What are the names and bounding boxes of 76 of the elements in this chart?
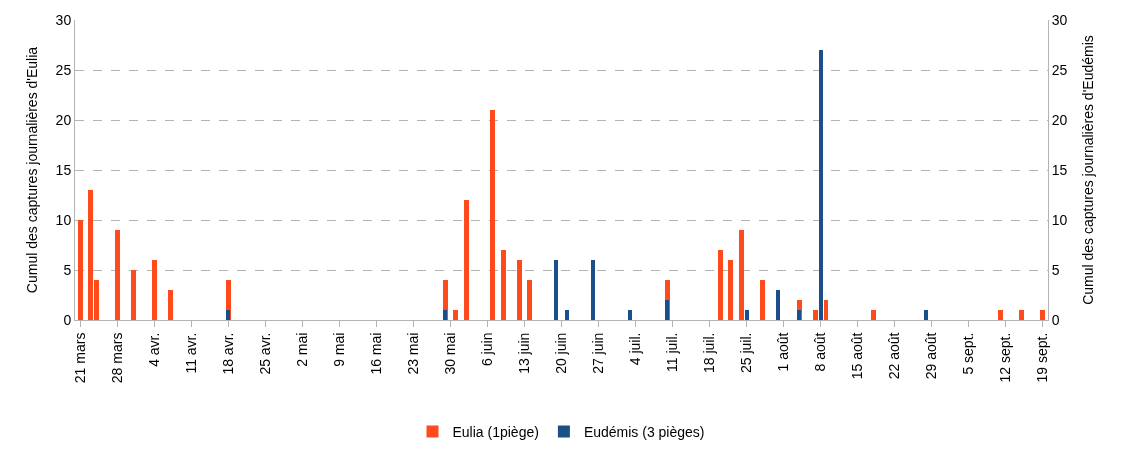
bar bbox=[168, 290, 173, 320]
y2-tick-label: 25 bbox=[1051, 61, 1068, 78]
x-tick-label: 5 sept. bbox=[960, 332, 977, 375]
y2-tick-label: 5 bbox=[1051, 261, 1060, 278]
y2-tick-label: 15 bbox=[1051, 161, 1068, 178]
legend-label: Eulia (1piège) bbox=[452, 424, 539, 441]
bar bbox=[813, 310, 818, 320]
y-tick-label: 5 bbox=[63, 261, 72, 278]
x-tick-label: 4 juil. bbox=[627, 332, 644, 366]
legend-label: Eudémis (3 pièges) bbox=[583, 424, 705, 441]
x-tick-label: 13 juin bbox=[516, 332, 533, 374]
x-tick-label: 8 août bbox=[812, 332, 829, 372]
y2-tick-label: 20 bbox=[1051, 111, 1068, 128]
bar bbox=[998, 310, 1003, 320]
y-tick-label: 30 bbox=[55, 11, 72, 28]
x-tick-label: 1 août bbox=[775, 332, 792, 372]
bar bbox=[776, 290, 780, 320]
x-tick-label: 27 juin bbox=[590, 332, 607, 374]
bar bbox=[739, 230, 744, 320]
y2-tick-label: 30 bbox=[1051, 11, 1068, 28]
x-tick-label: 21 mars bbox=[71, 332, 88, 384]
x-tick-label: 29 août bbox=[923, 332, 940, 380]
bar bbox=[501, 250, 506, 320]
bar bbox=[824, 300, 828, 320]
bar bbox=[628, 310, 632, 320]
x-tick-label: 23 mai bbox=[404, 332, 421, 375]
bar bbox=[490, 110, 495, 320]
x-tick-label: 9 mai bbox=[330, 332, 347, 367]
bar bbox=[565, 310, 569, 320]
y-tick-label: 15 bbox=[55, 161, 72, 178]
y2-tick-label: 10 bbox=[1051, 211, 1068, 228]
bar bbox=[1019, 310, 1024, 320]
x-tick-label: 15 août bbox=[849, 332, 866, 380]
bar bbox=[115, 230, 120, 320]
bar bbox=[728, 260, 733, 320]
bar bbox=[554, 260, 558, 320]
y-tick-label: 25 bbox=[55, 61, 72, 78]
x-tick-label: 4 avr. bbox=[145, 332, 162, 367]
bar bbox=[131, 270, 136, 320]
bar bbox=[453, 310, 458, 320]
y2-axis-title: Cumul des captures journalières d'Eudémis bbox=[1080, 35, 1096, 305]
bar bbox=[591, 260, 595, 320]
x-tick-label: 28 mars bbox=[108, 332, 125, 384]
x-tick-label: 6 juin bbox=[479, 332, 496, 367]
x-tick-label: 18 avr. bbox=[219, 332, 236, 375]
bar bbox=[226, 310, 230, 320]
y-tick-label: 10 bbox=[55, 211, 72, 228]
y-tick-label: 20 bbox=[55, 111, 72, 128]
x-tick-label: 25 juil. bbox=[738, 332, 755, 374]
bar bbox=[152, 260, 157, 320]
bar bbox=[760, 280, 765, 320]
bar bbox=[745, 310, 749, 320]
x-tick-label: 11 juil. bbox=[664, 332, 681, 373]
bar bbox=[924, 310, 928, 320]
x-tick-label: 19 sept. bbox=[1034, 332, 1051, 383]
bar bbox=[517, 260, 522, 320]
x-tick-label: 22 août bbox=[886, 332, 903, 380]
y2-tick-label: 0 bbox=[1051, 311, 1060, 328]
x-tick-label: 25 avr. bbox=[256, 332, 273, 375]
bar bbox=[464, 200, 469, 320]
x-tick-label: 11 avr. bbox=[182, 332, 199, 374]
y-tick-label: 0 bbox=[63, 311, 72, 328]
x-tick-label: 16 mai bbox=[367, 332, 384, 375]
bar bbox=[527, 280, 532, 320]
bar bbox=[819, 50, 823, 320]
x-tick-label: 18 juil. bbox=[701, 332, 718, 374]
bar bbox=[1040, 310, 1045, 320]
bar bbox=[443, 310, 447, 320]
x-tick-label: 2 mai bbox=[293, 332, 310, 367]
bar bbox=[78, 220, 83, 320]
x-tick-label: 12 sept. bbox=[997, 332, 1014, 383]
y-axis-title: Cumul des captures journalières d'Eulia bbox=[24, 46, 40, 294]
bar bbox=[718, 250, 723, 320]
bar bbox=[871, 310, 876, 320]
x-tick-label: 20 juin bbox=[553, 332, 570, 374]
x-tick-label: 30 mai bbox=[442, 332, 458, 375]
